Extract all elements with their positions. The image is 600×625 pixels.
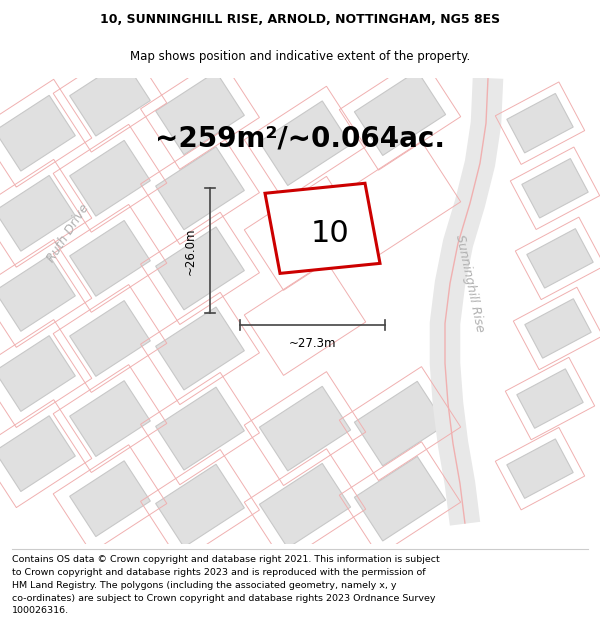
Polygon shape — [70, 141, 151, 216]
Polygon shape — [527, 229, 593, 288]
Polygon shape — [517, 369, 583, 428]
Text: ~259m²/~0.064ac.: ~259m²/~0.064ac. — [155, 124, 445, 152]
Polygon shape — [155, 387, 244, 470]
Text: 10, SUNNINGHILL RISE, ARNOLD, NOTTINGHAM, NG5 8ES: 10, SUNNINGHILL RISE, ARNOLD, NOTTINGHAM… — [100, 13, 500, 26]
Polygon shape — [155, 464, 244, 547]
Polygon shape — [259, 386, 350, 471]
Text: Map shows position and indicative extent of the property.: Map shows position and indicative extent… — [130, 50, 470, 62]
Polygon shape — [507, 439, 573, 498]
Text: HM Land Registry. The polygons (including the associated geometry, namely x, y: HM Land Registry. The polygons (includin… — [12, 581, 397, 590]
Polygon shape — [155, 72, 244, 154]
Polygon shape — [259, 463, 350, 548]
Polygon shape — [507, 94, 573, 153]
Polygon shape — [355, 381, 446, 466]
Polygon shape — [155, 147, 244, 230]
Polygon shape — [0, 96, 76, 171]
Polygon shape — [70, 60, 151, 136]
Polygon shape — [355, 456, 446, 541]
Text: Ruth Drive: Ruth Drive — [44, 202, 92, 265]
Text: co-ordinates) are subject to Crown copyright and database rights 2023 Ordnance S: co-ordinates) are subject to Crown copyr… — [12, 594, 436, 602]
Polygon shape — [155, 307, 244, 390]
Polygon shape — [259, 101, 350, 186]
Text: ~26.0m: ~26.0m — [184, 227, 197, 274]
Polygon shape — [70, 381, 151, 456]
Text: 10: 10 — [311, 219, 350, 248]
Text: Sunninghill Rise: Sunninghill Rise — [453, 233, 487, 333]
Text: ~27.3m: ~27.3m — [289, 337, 336, 350]
Polygon shape — [265, 183, 380, 273]
Polygon shape — [70, 301, 151, 376]
Polygon shape — [0, 176, 76, 251]
Polygon shape — [522, 159, 588, 218]
Polygon shape — [70, 461, 151, 537]
Text: to Crown copyright and database rights 2023 and is reproduced with the permissio: to Crown copyright and database rights 2… — [12, 568, 425, 577]
Polygon shape — [155, 227, 244, 310]
Text: 100026316.: 100026316. — [12, 606, 69, 616]
Polygon shape — [525, 299, 591, 358]
Polygon shape — [70, 221, 151, 296]
Polygon shape — [355, 71, 446, 156]
Polygon shape — [0, 416, 76, 491]
Text: Contains OS data © Crown copyright and database right 2021. This information is : Contains OS data © Crown copyright and d… — [12, 555, 440, 564]
Polygon shape — [0, 336, 76, 411]
Polygon shape — [0, 256, 76, 331]
